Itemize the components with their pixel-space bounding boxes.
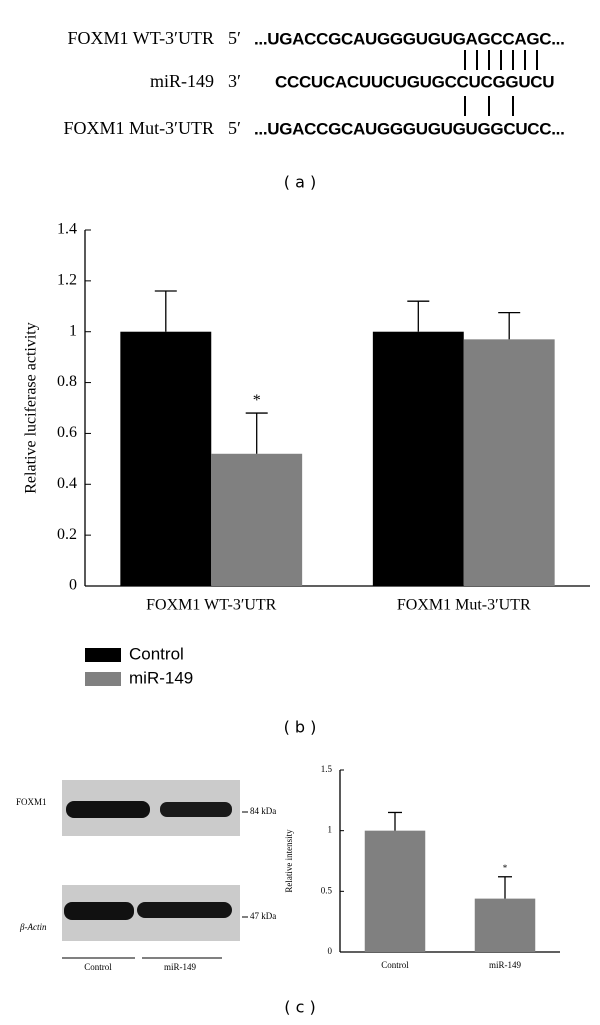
sequence: CCCUCACUUCUGUGCCUCGGUCU (275, 72, 554, 91)
blot-row-label: β-Actin (19, 922, 47, 932)
sequence: ...UGACCGCAUGGGUGUGUGGCUCC... (254, 119, 565, 138)
lane-label: miR-149 (164, 962, 197, 972)
panel-label: ( a ) (284, 173, 316, 192)
x-tick-label: FOXM1 WT-3′UTR (146, 597, 277, 614)
band (160, 802, 232, 817)
legend-label: miR-149 (129, 668, 193, 687)
y-tick-label: 1.4 (57, 221, 77, 238)
y-tick-label: 0.2 (57, 526, 77, 543)
size-label: 47 kDa (250, 911, 276, 921)
lane-label: Control (84, 962, 112, 972)
bar (372, 331, 464, 586)
y-tick-label: 0.6 (57, 424, 77, 441)
panel-label: ( b ) (284, 718, 317, 737)
y-tick-label: 0 (328, 946, 333, 956)
y-tick-label: 0.5 (321, 885, 333, 895)
bar (463, 339, 555, 586)
seq-end: 3′ (228, 71, 241, 91)
significance-mark: * (503, 863, 508, 873)
x-tick-label: miR-149 (489, 960, 522, 970)
y-tick-label: 0 (69, 577, 77, 594)
legend-swatch (85, 672, 121, 686)
seq-label: miR-149 (150, 71, 214, 91)
y-tick-label: 1.2 (57, 272, 77, 289)
y-tick-label: 0.8 (57, 373, 77, 390)
size-label: 84 kDa (250, 806, 276, 816)
seq-end: 5′ (228, 118, 241, 138)
x-tick-label: FOXM1 Mut-3′UTR (397, 597, 531, 614)
y-tick-label: 1.5 (321, 764, 333, 774)
legend-swatch (85, 648, 121, 662)
y-axis-label: Relative luciferase activity (23, 322, 40, 493)
bar (211, 453, 303, 586)
sequence: ...UGACCGCAUGGGUGUGAGCCAGC... (254, 29, 565, 48)
band (137, 902, 232, 918)
pairing-lines (464, 50, 538, 116)
panel-label: ( c ) (284, 998, 315, 1017)
bar (474, 898, 536, 952)
bar (364, 830, 426, 952)
seq-label: FOXM1 Mut-3′UTR (64, 118, 214, 138)
blot-row-label: FOXM1 (16, 797, 47, 807)
y-tick-label: 0.4 (57, 475, 77, 492)
seq-label: FOXM1 WT-3′UTR (68, 28, 214, 48)
y-axis-label: Relative intensity (284, 829, 294, 893)
y-tick-label: 1 (69, 322, 77, 339)
seq-end: 5′ (228, 28, 241, 48)
band (64, 902, 134, 920)
significance-mark: * (253, 392, 261, 409)
x-tick-label: Control (381, 960, 409, 970)
band (66, 801, 150, 818)
y-tick-label: 1 (328, 825, 333, 835)
bar (120, 331, 212, 586)
legend-label: Control (129, 644, 184, 663)
